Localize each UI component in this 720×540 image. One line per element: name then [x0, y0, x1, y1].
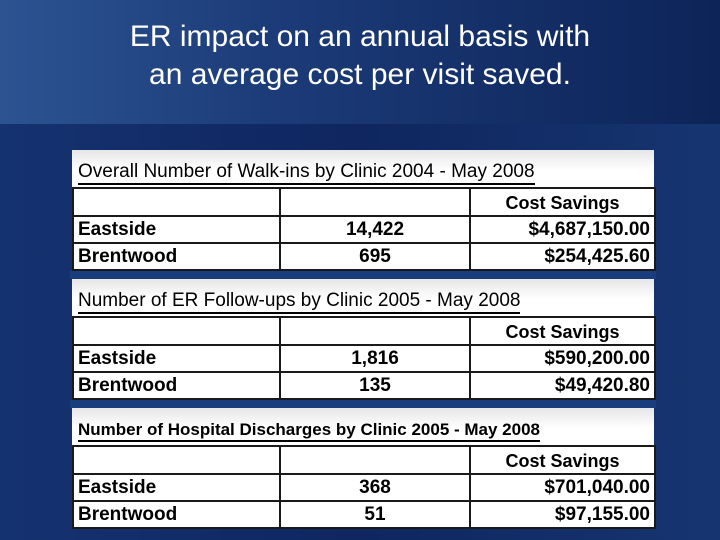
- clinic-name: Brentwood: [72, 371, 281, 400]
- table-row: Eastside 368 $701,040.00: [72, 473, 656, 502]
- clinic-name: Eastside: [72, 215, 281, 244]
- header-empty-cell: [279, 445, 471, 475]
- visit-count: 51: [279, 500, 471, 529]
- header-empty-cell: [279, 316, 471, 346]
- visit-count: 14,422: [279, 215, 471, 244]
- data-table: Cost Savings Eastside 1,816 $590,200.00 …: [72, 316, 656, 400]
- cost-savings-value: $4,687,150.00: [469, 215, 656, 244]
- table-caption: Overall Number of Walk-ins by Clinic 200…: [72, 150, 654, 187]
- cost-savings-value: $590,200.00: [469, 344, 656, 373]
- clinic-name: Brentwood: [72, 500, 281, 529]
- visit-count: 135: [279, 371, 471, 400]
- data-table: Cost Savings Eastside 368 $701,040.00 Br…: [72, 445, 656, 529]
- cost-savings-header: Cost Savings: [469, 445, 656, 475]
- table-row: Brentwood 135 $49,420.80: [72, 371, 656, 400]
- slide-title-line-2: an average cost per visit saved.: [149, 58, 571, 91]
- slide-title-line-1: ER impact on an annual basis with: [129, 20, 591, 53]
- walkins-table: Overall Number of Walk-ins by Clinic 200…: [72, 150, 656, 271]
- er-followups-table: Number of ER Follow-ups by Clinic 2005 -…: [72, 279, 656, 400]
- slide-title: ER impact on an annual basis with an ave…: [0, 18, 720, 94]
- table-divider: [70, 271, 656, 279]
- tables-image: Overall Number of Walk-ins by Clinic 200…: [70, 150, 656, 529]
- cost-savings-value: $701,040.00: [469, 473, 656, 502]
- table-divider: [70, 400, 656, 408]
- header-empty-cell: [279, 187, 471, 217]
- cost-savings-header: Cost Savings: [469, 187, 656, 217]
- table-header-row: Cost Savings: [72, 445, 656, 475]
- visit-count: 368: [279, 473, 471, 502]
- table-caption: Number of Hospital Discharges by Clinic …: [72, 408, 654, 445]
- data-table: Cost Savings Eastside 14,422 $4,687,150.…: [72, 187, 656, 271]
- title-banner: [0, 0, 720, 124]
- table-row: Brentwood 51 $97,155.00: [72, 500, 656, 529]
- table-header-row: Cost Savings: [72, 316, 656, 346]
- clinic-name: Brentwood: [72, 242, 281, 271]
- clinic-name: Eastside: [72, 344, 281, 373]
- cost-savings-value: $97,155.00: [469, 500, 656, 529]
- table-row: Brentwood 695 $254,425.60: [72, 242, 656, 271]
- header-empty-cell: [72, 187, 281, 217]
- table-row: Eastside 14,422 $4,687,150.00: [72, 215, 656, 244]
- table-caption: Number of ER Follow-ups by Clinic 2005 -…: [72, 279, 654, 316]
- cost-savings-value: $49,420.80: [469, 371, 656, 400]
- header-empty-cell: [72, 445, 281, 475]
- hospital-discharges-table: Number of Hospital Discharges by Clinic …: [72, 408, 656, 529]
- table-row: Eastside 1,816 $590,200.00: [72, 344, 656, 373]
- clinic-name: Eastside: [72, 473, 281, 502]
- visit-count: 695: [279, 242, 471, 271]
- visit-count: 1,816: [279, 344, 471, 373]
- cost-savings-value: $254,425.60: [469, 242, 656, 271]
- cost-savings-header: Cost Savings: [469, 316, 656, 346]
- header-empty-cell: [72, 316, 281, 346]
- table-header-row: Cost Savings: [72, 187, 656, 217]
